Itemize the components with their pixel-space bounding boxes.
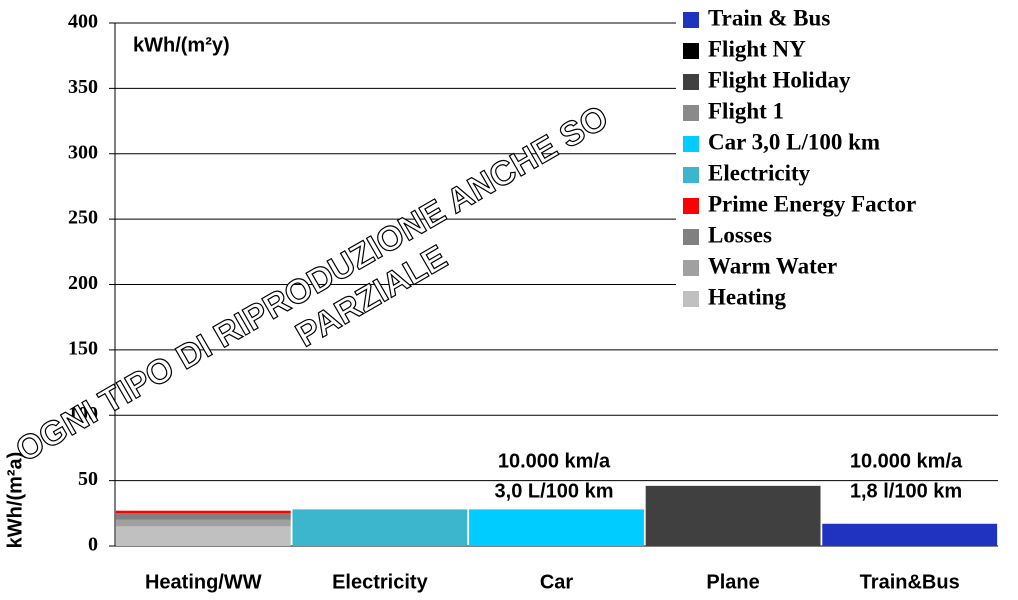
x-tick-label: Electricity [332, 571, 428, 593]
bar-segment [469, 509, 644, 546]
legend-label: Heating [708, 284, 786, 309]
x-tick-label: Car [540, 571, 574, 593]
bar-segment [645, 485, 821, 546]
legend-label: Flight Holiday [708, 67, 851, 92]
y-tick-label: 400 [68, 11, 98, 33]
legend-label: Train & Bus [708, 5, 830, 30]
bar-segment [115, 510, 291, 514]
bar-segment [115, 526, 291, 546]
y-tick-label: 350 [68, 76, 98, 98]
legend-swatch [683, 229, 699, 245]
legend-label: Losses [708, 222, 772, 247]
bar-segment [292, 509, 468, 546]
x-tick-label: Train&Bus [860, 571, 960, 593]
unit-label: kWh/(m²y) [133, 34, 230, 56]
legend-swatch [683, 105, 699, 121]
annotation: 3,0 L/100 km [495, 480, 614, 502]
y-axis-label: kWh/(m²a) [4, 452, 26, 549]
y-tick-label: 150 [68, 337, 98, 359]
y-tick-label: 50 [78, 468, 98, 490]
y-tick-label: 300 [68, 141, 98, 163]
y-tick-label: 250 [68, 207, 98, 229]
bar-segment [822, 523, 998, 546]
y-tick-label: 200 [68, 272, 98, 294]
legend-background [676, 4, 998, 320]
annotation: 10.000 km/a [850, 450, 963, 472]
x-tick-label: Plane [706, 571, 759, 593]
legend-label: Car 3,0 L/100 km [708, 129, 880, 154]
annotation: 10.000 km/a [498, 450, 611, 472]
bar-segment [115, 519, 291, 527]
legend-label: Prime Energy Factor [708, 191, 916, 216]
legend-swatch [683, 167, 699, 183]
y-tick-label: 0 [88, 534, 98, 556]
bar-segment [115, 513, 291, 520]
legend-swatch [683, 291, 699, 307]
legend-swatch [683, 74, 699, 90]
legend-swatch [683, 136, 699, 152]
legend-swatch [683, 12, 699, 28]
annotation: 1,8 l/100 km [850, 480, 962, 502]
y-tick-label: 100 [68, 403, 98, 425]
x-tick-label: Heating/WW [145, 571, 262, 593]
legend-label: Electricity [708, 160, 811, 185]
legend-swatch [683, 260, 699, 276]
legend-label: Warm Water [708, 253, 837, 278]
legend-label: Flight NY [708, 36, 806, 61]
legend-swatch [683, 43, 699, 59]
legend-label: Flight 1 [708, 98, 784, 123]
legend-swatch [683, 198, 699, 214]
